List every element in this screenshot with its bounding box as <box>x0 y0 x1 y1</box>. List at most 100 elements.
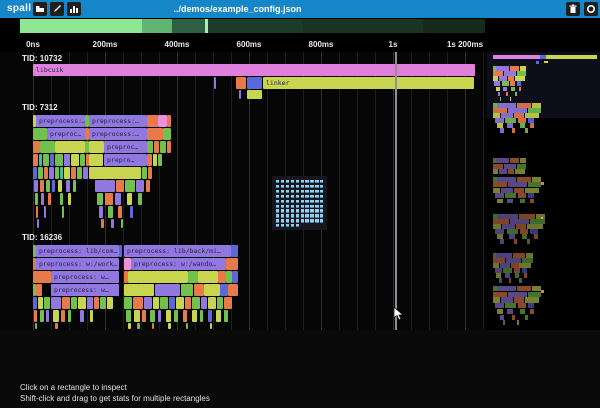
flame-bar[interactable] <box>33 167 37 179</box>
flame-bar[interactable] <box>46 180 50 192</box>
flame-bar[interactable]: preprocess: lib/com… <box>36 245 119 257</box>
flame-bar[interactable] <box>121 219 123 228</box>
flame-bar[interactable] <box>124 271 128 283</box>
flame-bar[interactable] <box>169 297 175 309</box>
flame-bar[interactable] <box>174 310 178 322</box>
flame-bar[interactable] <box>44 206 46 218</box>
flame-bar[interactable] <box>101 219 104 228</box>
flame-bar[interactable] <box>49 167 54 179</box>
flame-bar[interactable] <box>142 310 146 322</box>
flame-bar[interactable] <box>146 180 150 192</box>
flame-bar[interactable] <box>192 310 197 322</box>
flame-bar[interactable] <box>77 167 82 179</box>
flame-bar[interactable] <box>85 115 89 127</box>
flame-bar[interactable] <box>116 180 124 192</box>
settings-button[interactable] <box>584 2 598 16</box>
flame-bar[interactable] <box>62 206 64 218</box>
flame-bar[interactable]: preprocess: w:/wando… <box>131 258 226 270</box>
flame-bar[interactable] <box>128 271 188 283</box>
flame-bar[interactable]: preproc… <box>104 141 147 153</box>
flame-bar[interactable] <box>61 310 65 322</box>
flame-bar[interactable] <box>147 115 158 127</box>
flame-bar[interactable] <box>55 167 59 179</box>
flame-bar[interactable] <box>125 180 135 192</box>
flame-bar[interactable] <box>166 310 171 322</box>
flamegraph-pane[interactable]: TID: 10732 libcuik linker TID: 7312 preproce… <box>0 52 487 330</box>
flame-bar[interactable] <box>126 310 131 322</box>
flame-bar[interactable] <box>142 167 147 179</box>
flame-bar[interactable] <box>144 297 152 309</box>
flame-bar[interactable]: preprocess:… <box>89 128 147 140</box>
time-ruler[interactable]: 0ns 200ms 400ms 600ms 800ms 1s 1s 200ms <box>0 34 600 52</box>
flame-bar[interactable] <box>192 297 200 309</box>
flame-bar[interactable] <box>232 271 238 283</box>
flame-bar[interactable] <box>158 310 161 322</box>
flame-bar[interactable] <box>62 297 70 309</box>
flame-bar[interactable] <box>71 154 79 166</box>
flame-bar[interactable] <box>124 258 131 270</box>
flame-bar[interactable] <box>55 154 63 166</box>
flame-bar[interactable] <box>40 310 44 322</box>
flame-bar[interactable] <box>55 323 58 329</box>
flame-bar[interactable] <box>128 323 131 329</box>
flame-bar[interactable] <box>71 167 76 179</box>
flame-bar[interactable] <box>153 297 159 309</box>
flame-bar[interactable] <box>60 193 63 205</box>
flame-bar[interactable] <box>115 193 121 205</box>
flame-bar[interactable] <box>226 258 238 270</box>
flame-bar[interactable]: libcuik <box>33 64 475 76</box>
flame-bar[interactable] <box>86 154 89 166</box>
flame-bar[interactable] <box>147 128 163 140</box>
flame-bar[interactable] <box>55 141 85 153</box>
flame-bar[interactable] <box>41 193 44 205</box>
flame-bar[interactable] <box>64 167 70 179</box>
flame-bar[interactable] <box>38 167 43 179</box>
flame-bar[interactable] <box>152 323 154 329</box>
flame-bar[interactable] <box>68 193 71 205</box>
flame-bar[interactable] <box>89 154 103 166</box>
flame-bar[interactable] <box>105 193 113 205</box>
flame-bar[interactable] <box>154 141 159 153</box>
flame-bar[interactable] <box>210 323 212 329</box>
flame-bar[interactable] <box>208 297 216 309</box>
flame-bar[interactable] <box>181 284 193 296</box>
flame-bar[interactable]: preprocess:… <box>36 115 85 127</box>
flame-bar[interactable]: preprocess: w:/work… <box>36 258 119 270</box>
flame-bar[interactable] <box>130 206 133 218</box>
edit-button[interactable] <box>50 2 64 16</box>
flame-bar[interactable] <box>40 180 44 192</box>
flame-bar[interactable] <box>40 141 55 153</box>
flame-bar[interactable] <box>99 206 103 218</box>
flame-bar[interactable] <box>228 284 238 296</box>
flame-bar[interactable] <box>34 180 38 192</box>
flame-bar[interactable] <box>226 271 232 283</box>
flame-bar[interactable] <box>94 297 99 309</box>
flame-bar[interactable] <box>137 323 140 329</box>
flame-bar[interactable] <box>185 297 191 309</box>
flame-bar[interactable] <box>239 90 241 99</box>
flame-bar[interactable] <box>138 193 142 205</box>
flame-bar[interactable] <box>66 180 70 192</box>
flame-bar[interactable] <box>85 141 89 153</box>
flame-bar[interactable] <box>53 310 59 322</box>
flame-bar[interactable] <box>200 310 203 322</box>
flame-bar[interactable] <box>231 245 238 257</box>
flame-bar[interactable]: linker <box>263 77 474 89</box>
flame-bar[interactable] <box>78 297 86 309</box>
flame-bar[interactable] <box>48 193 51 205</box>
flame-bar[interactable] <box>158 154 162 166</box>
flame-bar[interactable] <box>183 310 187 322</box>
flame-bar[interactable] <box>153 154 157 166</box>
flame-bar[interactable] <box>148 167 152 179</box>
flame-bar[interactable] <box>33 128 47 140</box>
flame-bar[interactable] <box>204 284 220 296</box>
flame-bar[interactable] <box>107 297 113 309</box>
activity-overview-strip[interactable] <box>0 19 600 33</box>
flame-bar[interactable] <box>33 154 38 166</box>
flame-bar[interactable] <box>33 141 40 153</box>
flame-bar[interactable] <box>37 219 39 228</box>
flame-bar[interactable] <box>89 167 141 179</box>
flame-bar[interactable] <box>216 310 221 322</box>
flame-bar[interactable] <box>163 128 171 140</box>
open-file-button[interactable] <box>33 2 47 16</box>
